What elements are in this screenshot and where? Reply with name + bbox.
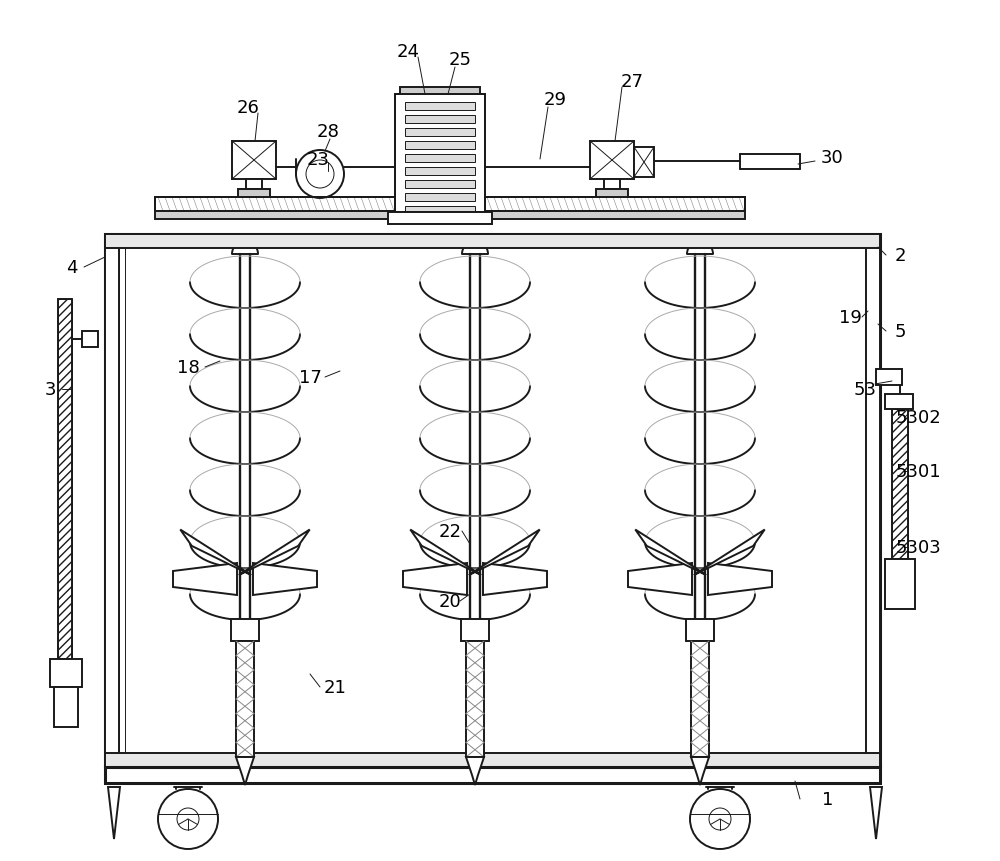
Bar [105, 235, 119, 767]
Bar [686, 619, 714, 641]
Bar [461, 619, 489, 641]
Text: 19: 19 [839, 308, 861, 326]
Bar [119, 235, 125, 767]
Text: 22: 22 [439, 523, 462, 541]
Polygon shape [239, 530, 310, 575]
Polygon shape [403, 563, 467, 595]
Bar [105, 235, 880, 767]
Bar [634, 148, 654, 177]
Bar [388, 213, 492, 225]
Polygon shape [870, 787, 882, 839]
Bar [405, 168, 475, 176]
Text: 5303: 5303 [895, 538, 941, 556]
Bar [231, 619, 259, 641]
Bar [50, 660, 82, 687]
Bar [885, 394, 913, 410]
Text: 2: 2 [894, 247, 906, 264]
Bar [82, 331, 98, 348]
Text: 4: 4 [66, 258, 78, 276]
Text: 24: 24 [397, 43, 420, 61]
Bar [395, 95, 485, 213]
Text: 25: 25 [449, 51, 472, 69]
Text: 26: 26 [237, 99, 259, 117]
Text: 17: 17 [299, 369, 321, 387]
Bar [58, 300, 72, 660]
Bar [405, 181, 475, 189]
Polygon shape [173, 563, 237, 595]
Polygon shape [108, 787, 120, 839]
Bar [405, 142, 475, 150]
Text: 53: 53 [854, 381, 876, 399]
Bar [236, 641, 254, 757]
Bar [405, 129, 475, 137]
Polygon shape [180, 530, 251, 575]
Text: 23: 23 [307, 151, 330, 169]
Bar [405, 155, 475, 163]
Bar [395, 95, 485, 213]
Polygon shape [410, 530, 481, 575]
Text: 20: 20 [439, 592, 461, 610]
Bar [892, 410, 908, 560]
Bar [466, 641, 484, 757]
Bar [596, 189, 628, 198]
Bar [155, 198, 745, 212]
Text: 30: 30 [821, 149, 843, 167]
Text: 27: 27 [620, 73, 644, 91]
Bar [885, 560, 915, 610]
Bar [405, 102, 475, 111]
Bar [155, 212, 745, 220]
Polygon shape [466, 757, 484, 785]
Polygon shape [236, 757, 254, 785]
Polygon shape [469, 530, 540, 575]
Polygon shape [483, 563, 547, 595]
Text: 28: 28 [317, 123, 339, 141]
Polygon shape [253, 563, 317, 595]
Bar [876, 369, 902, 386]
Bar [405, 194, 475, 201]
Bar [238, 189, 270, 198]
Text: 29: 29 [544, 91, 566, 108]
Text: 5301: 5301 [895, 462, 941, 480]
Polygon shape [694, 530, 765, 575]
Bar [232, 142, 276, 180]
Polygon shape [628, 563, 692, 595]
Text: 18: 18 [177, 358, 199, 376]
Bar [691, 641, 709, 757]
Polygon shape [691, 757, 709, 785]
Bar [105, 767, 880, 784]
Text: 3: 3 [44, 381, 56, 399]
Text: 21: 21 [324, 678, 346, 697]
Bar [405, 116, 475, 124]
Bar [105, 235, 880, 249]
Bar [246, 180, 262, 189]
Polygon shape [708, 563, 772, 595]
Bar [866, 235, 880, 767]
Bar [604, 180, 620, 189]
Text: 5302: 5302 [895, 408, 941, 426]
Text: 5: 5 [894, 323, 906, 341]
Bar [405, 207, 475, 214]
Text: 1: 1 [822, 790, 834, 808]
Bar [590, 142, 634, 180]
Polygon shape [635, 530, 706, 575]
Bar [400, 88, 480, 95]
Bar [54, 687, 78, 728]
Bar [105, 753, 880, 767]
Bar [155, 198, 745, 212]
